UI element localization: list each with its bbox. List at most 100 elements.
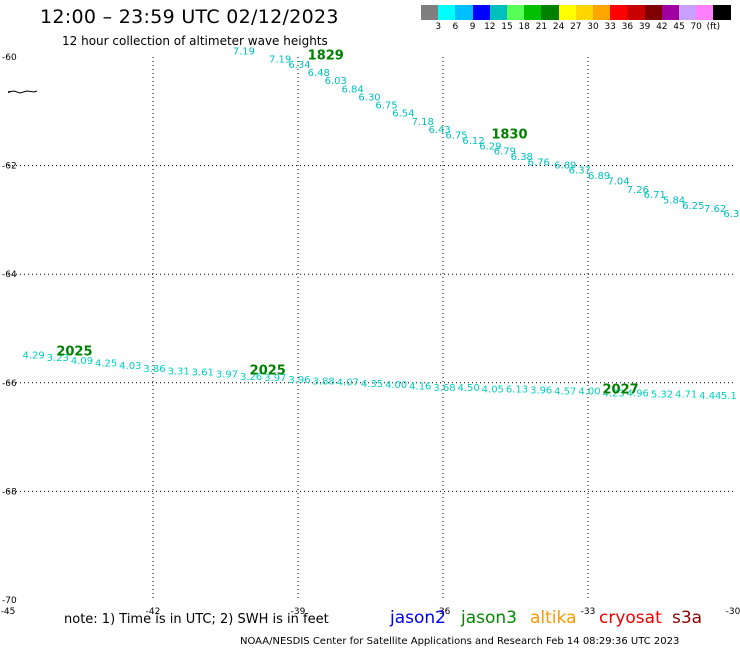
pass-number-label: 2025 (56, 345, 92, 360)
swh-value-label: 4.05 (482, 385, 504, 396)
lat-tick-label: -62 (2, 162, 17, 172)
swh-value-label: 4.09 (71, 356, 93, 367)
scale-label: 45 (673, 22, 685, 32)
scale-label: 9 (469, 22, 476, 32)
swh-value-label: 4.44 (699, 391, 721, 402)
swh-value-label: 3.97 (216, 369, 238, 380)
scale-label: 33 (604, 22, 616, 32)
swh-value-label: 6.75 (445, 130, 467, 141)
swh-value-label: 3.96 (288, 375, 310, 386)
swh-value-label: 6.76 (528, 158, 550, 169)
swh-value-label: 6.37 (569, 166, 591, 177)
chart-title: 12:00 – 23:59 UTC 02/12/2023 (40, 6, 339, 28)
lon-tick-label: -33 (581, 607, 596, 617)
swh-value-label: 4.07 (337, 378, 359, 389)
legend-altika: altika (530, 608, 577, 628)
swh-value-label: 4.35 (361, 379, 383, 390)
swh-value-label: 3.26 (240, 372, 262, 383)
swh-value-label: 3.61 (192, 368, 214, 379)
swh-value-label: 6.03 (325, 76, 347, 87)
swh-value-label: 6.38 (511, 152, 533, 163)
swh-value-label: 7.26 (627, 185, 649, 196)
axis-tick-labels: -45 -42 -39 -36 -33 -30 -60 -62 -64 -66 -68 -70 (1, 53, 740, 617)
swh-value-label: 4.03 (119, 361, 141, 372)
credit-line: NOAA/NESDIS Center for Satellite Applica… (240, 636, 680, 647)
swh-value-label: 4.50 (458, 383, 480, 394)
swh-value-label: 3.31 (168, 367, 190, 378)
scale-swatch (421, 5, 439, 20)
scale-label: 30 (587, 22, 599, 32)
swh-value-label: 6.25 (682, 201, 704, 212)
swh-value-label: 5.1 (721, 391, 737, 402)
legend-jason3: jason3 (461, 608, 517, 628)
swh-value-label: 6.30 (358, 92, 380, 103)
lat-lon-grid (8, 57, 733, 600)
lat-tick-label: -64 (2, 270, 17, 280)
swh-value-label: 4.57 (554, 387, 576, 398)
swh-value-label: 6.39 (723, 209, 740, 220)
scale-swatch (679, 5, 697, 20)
swh-value-label: 4.23 (603, 388, 625, 399)
swh-value-label: 6.84 (342, 84, 364, 95)
swh-track-2025-2027: 4.29 3.23 4.09 4.25 4.03 3.86 3.31 3.61 3.97 3.26… (23, 350, 737, 402)
scale-label: 24 (552, 22, 565, 32)
pass-number-label: 1830 (491, 127, 527, 142)
lat-tick-label: -68 (2, 487, 17, 497)
swh-value-label: 6.29 (479, 141, 501, 152)
scale-swatch (472, 5, 491, 20)
scale-label: 18 (518, 22, 530, 32)
lon-tick-label: -30 (726, 607, 740, 617)
swh-value-label: 7.19 (269, 54, 291, 65)
swh-value-label: 3.88 (313, 376, 335, 387)
scale-label: 12 (484, 22, 496, 32)
swh-value-label: 6.89 (588, 171, 610, 182)
scale-label: 70 (690, 22, 702, 32)
swh-value-label: 7.04 (607, 177, 629, 188)
pass-number-label: 2025 (250, 364, 286, 379)
scale-label: 21 (535, 22, 548, 32)
pass-number-label: 1829 (308, 49, 344, 64)
swh-value-label: 5.84 (663, 196, 685, 207)
swh-value-label: 7.62 (704, 204, 726, 215)
scale-swatch (661, 5, 680, 20)
scale-label: 3 (435, 22, 442, 32)
scale-label: (ft) (706, 22, 721, 32)
swh-value-label: 6.13 (506, 385, 528, 396)
wave-height-color-scale: 3 6 9 12 15 18 21 24 27 30 33 36 39 42 45 70 (ft) (421, 5, 732, 37)
swh-value-label: 6.71 (644, 190, 666, 201)
legend-jason2: jason2 (390, 608, 446, 628)
coastline-fragment (7, 90, 38, 94)
swh-value-label: 6.54 (392, 109, 414, 120)
lat-tick-label: -60 (2, 53, 17, 63)
swh-value-label: 6.79 (494, 147, 516, 158)
pass-labels: 1829 1830 2025 2025 2027 (56, 49, 638, 398)
scale-swatch (524, 5, 543, 20)
scale-label: 39 (638, 22, 651, 32)
swh-value-label: 4.16 (409, 381, 431, 392)
pass-number-label: 2027 (603, 383, 639, 398)
swh-value-label: 3.23 (47, 353, 69, 364)
swh-value-label: 3.86 (143, 364, 165, 375)
swh-track-1829-1830: 7.197.196.346.486.036.846.306.756.547.18… (233, 46, 740, 220)
scale-label: 42 (656, 22, 668, 32)
swh-value-label: 4.00 (578, 387, 600, 398)
scale-swatch (455, 5, 474, 20)
scale-label: 27 (570, 22, 582, 32)
swh-value-label: 6.43 (429, 125, 451, 136)
lat-tick-label: -70 (2, 596, 17, 606)
scale-label: 36 (621, 22, 634, 32)
swh-value-label: 7.18 (412, 117, 434, 128)
scale-swatch (575, 5, 594, 20)
scale-swatch (696, 5, 715, 20)
swh-value-label: 7.19 (233, 46, 255, 57)
chart-subtitle: 12 hour collection of altimeter wave hei… (62, 34, 328, 48)
scale-swatch (644, 5, 663, 20)
swh-value-label: 4.25 (95, 359, 117, 370)
scale-swatch (627, 5, 646, 20)
swh-value-label: 4.71 (675, 389, 697, 400)
lon-tick-label: -39 (291, 607, 306, 617)
scale-label: 6 (452, 22, 459, 32)
scale-swatch (507, 5, 525, 20)
swh-value-label: 6.75 (375, 101, 397, 112)
lon-tick-label: -36 (436, 607, 451, 617)
